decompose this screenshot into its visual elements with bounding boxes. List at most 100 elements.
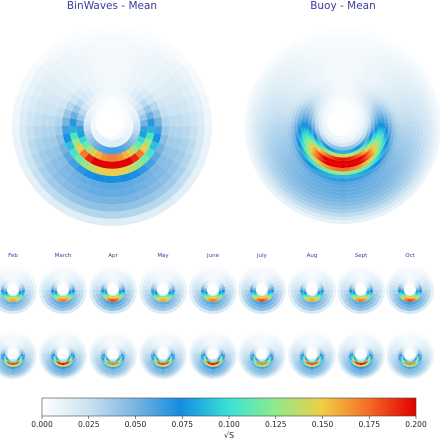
polar-cell — [112, 61, 124, 70]
polar-cell — [165, 135, 176, 149]
polar-cell — [262, 119, 267, 126]
polar-cell — [112, 97, 118, 105]
polar-cell — [121, 109, 129, 117]
polar-cell — [27, 285, 32, 291]
polar-cell — [433, 119, 438, 127]
polar-core — [328, 112, 352, 136]
polar-cell — [311, 121, 316, 125]
polar-cell — [79, 206, 98, 218]
polar-cell — [374, 123, 379, 127]
polar-cell — [132, 129, 141, 136]
polar-cell — [326, 129, 330, 132]
polar-cell — [69, 118, 77, 126]
polar-cell — [318, 125, 323, 128]
polar-cell — [62, 376, 67, 380]
polar-cell — [167, 54, 184, 72]
polar-cell — [322, 142, 327, 147]
polar-cell — [48, 354, 52, 357]
polar-cell — [395, 126, 399, 131]
polar-cell — [353, 135, 357, 139]
binwaves-title: BinWaves - Mean — [67, 0, 157, 12]
polar-cell — [276, 125, 281, 131]
polar-cell — [359, 105, 364, 110]
polar-cell — [342, 97, 345, 102]
polar-cell — [347, 174, 353, 179]
polar-cell — [349, 191, 356, 196]
polar-cell — [367, 124, 372, 127]
polar-cell — [353, 113, 357, 118]
polar-cell — [335, 192, 341, 196]
polar-cell — [358, 133, 363, 136]
polar-cell — [111, 161, 120, 169]
polar-cell — [353, 100, 358, 105]
polar-cell — [323, 147, 328, 153]
polar-cell — [348, 102, 351, 107]
polar-cell — [359, 118, 364, 122]
polar-cell — [360, 135, 365, 140]
polar-cell — [175, 113, 184, 127]
polar-cell — [340, 49, 347, 53]
polar-cell — [323, 117, 328, 121]
polar-cell — [356, 124, 361, 127]
polar-cell — [84, 98, 94, 108]
polar-cell — [276, 120, 281, 126]
polar-cell — [363, 111, 368, 115]
polar-cell — [68, 193, 86, 207]
polar-cell — [131, 65, 145, 77]
polar-cell — [429, 113, 434, 121]
polar-cell — [173, 150, 186, 166]
polar-cell — [12, 374, 16, 378]
polar-cell — [248, 118, 253, 126]
polar-cell — [112, 90, 119, 98]
polar-cell — [65, 100, 76, 112]
polar-cell — [356, 128, 361, 131]
polar-cell — [322, 121, 326, 124]
polar-cell — [327, 150, 331, 155]
polar-cell — [354, 115, 358, 119]
polar-cell — [333, 106, 337, 111]
polar-cell — [151, 51, 168, 67]
polar-cell — [384, 119, 389, 124]
polar-cell — [87, 55, 102, 66]
polar-cell — [337, 101, 340, 106]
polar-cell — [172, 101, 183, 116]
polar-cell — [175, 126, 184, 139]
polar-cell — [349, 188, 355, 193]
polar-cell — [61, 116, 70, 126]
polar-cell — [80, 34, 98, 46]
polar-cell — [166, 161, 181, 177]
polar-cell — [136, 52, 152, 65]
polar-cell — [126, 163, 137, 174]
polar-cell — [341, 84, 345, 88]
polar-cell — [97, 144, 105, 153]
polar-cell — [252, 131, 257, 139]
polar-cell — [333, 141, 337, 146]
polar-cell — [58, 271, 64, 276]
polar-cell — [416, 126, 420, 132]
polar-cell — [345, 150, 348, 154]
polar-cell — [401, 117, 406, 123]
polar-cell — [344, 185, 350, 189]
polar-cell — [333, 102, 337, 107]
polar-cell — [355, 118, 360, 122]
polar-cell — [152, 167, 167, 182]
polar-cell — [150, 89, 162, 102]
polar-cell — [352, 120, 357, 123]
polar-cell — [74, 164, 87, 176]
polar-cell — [369, 133, 374, 137]
polar-cell — [314, 137, 319, 141]
polar-cell — [388, 126, 393, 130]
polar-cell — [283, 129, 288, 135]
polar-cell — [73, 87, 85, 99]
polar-cell — [89, 139, 99, 148]
polar-cell — [54, 125, 63, 136]
polar-core — [107, 284, 118, 295]
polar-cell — [350, 103, 354, 108]
polar-cell — [328, 134, 333, 138]
polar-cell — [92, 172, 104, 183]
polar-cell — [358, 117, 363, 121]
polar-cell — [402, 121, 407, 127]
polar-cell — [30, 352, 34, 356]
polar-core — [57, 349, 68, 360]
polar-cell — [327, 138, 332, 142]
